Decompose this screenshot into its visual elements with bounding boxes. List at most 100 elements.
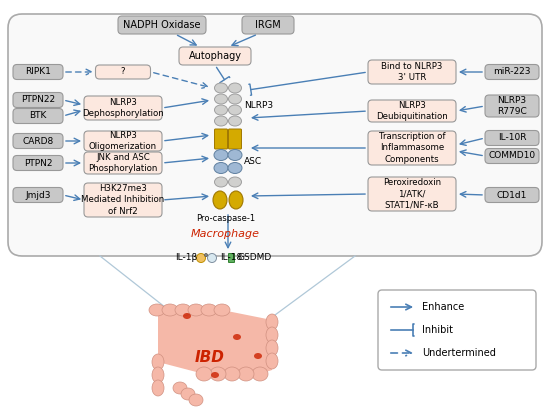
- FancyBboxPatch shape: [13, 133, 63, 148]
- Ellipse shape: [228, 105, 241, 115]
- FancyBboxPatch shape: [378, 290, 536, 370]
- Ellipse shape: [188, 304, 204, 316]
- Text: CARD8: CARD8: [23, 137, 54, 146]
- Ellipse shape: [196, 254, 206, 263]
- Ellipse shape: [214, 304, 230, 316]
- Ellipse shape: [224, 367, 240, 381]
- Text: Autophagy: Autophagy: [189, 51, 241, 61]
- Text: IL-1β: IL-1β: [175, 254, 197, 263]
- Ellipse shape: [152, 367, 164, 383]
- Ellipse shape: [229, 191, 243, 209]
- FancyBboxPatch shape: [228, 254, 234, 263]
- Ellipse shape: [211, 372, 219, 378]
- FancyBboxPatch shape: [485, 130, 539, 146]
- Text: BTK: BTK: [29, 112, 47, 121]
- Ellipse shape: [175, 304, 191, 316]
- FancyBboxPatch shape: [13, 155, 63, 171]
- Text: PTPN2: PTPN2: [24, 159, 52, 168]
- Ellipse shape: [228, 162, 242, 173]
- FancyBboxPatch shape: [13, 65, 63, 79]
- Ellipse shape: [162, 304, 178, 316]
- FancyBboxPatch shape: [485, 187, 539, 202]
- FancyBboxPatch shape: [84, 96, 162, 120]
- Text: NLRP3
Oligomerization: NLRP3 Oligomerization: [89, 131, 157, 151]
- Ellipse shape: [149, 304, 165, 316]
- Text: Peroxiredoxin
1/ATK/
STAT1/NF-κB: Peroxiredoxin 1/ATK/ STAT1/NF-κB: [383, 178, 441, 209]
- Text: Transcription of
Inflammasome
Components: Transcription of Inflammasome Components: [379, 133, 446, 164]
- Text: Enhance: Enhance: [422, 302, 464, 312]
- Ellipse shape: [254, 353, 262, 359]
- Text: CD1d1: CD1d1: [497, 191, 527, 200]
- FancyBboxPatch shape: [368, 131, 456, 165]
- Ellipse shape: [214, 150, 228, 160]
- FancyBboxPatch shape: [179, 47, 251, 65]
- Text: JNK and ASC
Phosphorylation: JNK and ASC Phosphorylation: [89, 153, 158, 173]
- Ellipse shape: [152, 380, 164, 396]
- FancyBboxPatch shape: [368, 100, 456, 122]
- Text: NLRP3
Dephosphorylation: NLRP3 Dephosphorylation: [82, 98, 164, 118]
- Ellipse shape: [201, 304, 217, 316]
- Ellipse shape: [233, 334, 241, 340]
- Ellipse shape: [228, 177, 241, 187]
- Text: IL-10R: IL-10R: [498, 133, 526, 142]
- Ellipse shape: [252, 367, 268, 381]
- FancyBboxPatch shape: [242, 16, 294, 34]
- Text: RIPK1: RIPK1: [25, 67, 51, 76]
- FancyBboxPatch shape: [13, 187, 63, 202]
- FancyBboxPatch shape: [485, 95, 539, 117]
- Text: IL-18: IL-18: [220, 254, 242, 263]
- Text: Macrophage: Macrophage: [190, 229, 260, 239]
- Text: Bind to NLRP3
3' UTR: Bind to NLRP3 3' UTR: [381, 62, 443, 82]
- Ellipse shape: [228, 116, 241, 126]
- Ellipse shape: [214, 116, 228, 126]
- FancyBboxPatch shape: [485, 65, 539, 79]
- FancyBboxPatch shape: [368, 60, 456, 84]
- Ellipse shape: [196, 367, 212, 381]
- Ellipse shape: [228, 150, 242, 160]
- FancyBboxPatch shape: [84, 131, 162, 151]
- Ellipse shape: [207, 254, 217, 263]
- Ellipse shape: [210, 367, 226, 381]
- FancyBboxPatch shape: [228, 129, 241, 149]
- FancyBboxPatch shape: [13, 108, 63, 124]
- Text: NLRP3
Deubiquitination: NLRP3 Deubiquitination: [376, 101, 448, 121]
- Text: PTPN22: PTPN22: [21, 95, 55, 105]
- Ellipse shape: [266, 340, 278, 356]
- Ellipse shape: [189, 394, 203, 406]
- FancyBboxPatch shape: [84, 152, 162, 174]
- Text: ASC: ASC: [244, 157, 262, 166]
- Ellipse shape: [228, 83, 241, 93]
- Ellipse shape: [183, 313, 191, 319]
- FancyBboxPatch shape: [214, 129, 228, 149]
- Ellipse shape: [173, 382, 187, 394]
- Text: IBD: IBD: [195, 351, 225, 366]
- Ellipse shape: [214, 94, 228, 104]
- Text: Jmjd3: Jmjd3: [25, 191, 51, 200]
- Ellipse shape: [214, 177, 228, 187]
- Ellipse shape: [214, 105, 228, 115]
- Ellipse shape: [213, 191, 227, 209]
- Polygon shape: [157, 310, 272, 374]
- FancyBboxPatch shape: [485, 148, 539, 164]
- FancyBboxPatch shape: [96, 65, 151, 79]
- Ellipse shape: [214, 83, 228, 93]
- Text: GSDMD: GSDMD: [237, 254, 271, 263]
- Text: H3K27me3
Mediated Inhibition
of Nrf2: H3K27me3 Mediated Inhibition of Nrf2: [81, 184, 164, 216]
- Ellipse shape: [152, 354, 164, 370]
- Text: IRGM: IRGM: [255, 20, 281, 30]
- Text: ?: ?: [121, 67, 125, 76]
- Text: Undertermined: Undertermined: [422, 348, 496, 358]
- Text: COMMD10: COMMD10: [488, 151, 536, 160]
- Text: NLRP3: NLRP3: [244, 101, 273, 110]
- Ellipse shape: [266, 314, 278, 330]
- FancyBboxPatch shape: [84, 183, 162, 217]
- Text: NLRP3
R779C: NLRP3 R779C: [497, 96, 527, 116]
- Ellipse shape: [205, 254, 207, 256]
- Ellipse shape: [214, 162, 228, 173]
- Text: Pro-caspase-1: Pro-caspase-1: [196, 214, 256, 223]
- FancyBboxPatch shape: [118, 16, 206, 34]
- Text: miR-223: miR-223: [493, 67, 531, 76]
- Ellipse shape: [266, 327, 278, 343]
- FancyBboxPatch shape: [13, 92, 63, 108]
- Text: Inhibit: Inhibit: [422, 325, 453, 335]
